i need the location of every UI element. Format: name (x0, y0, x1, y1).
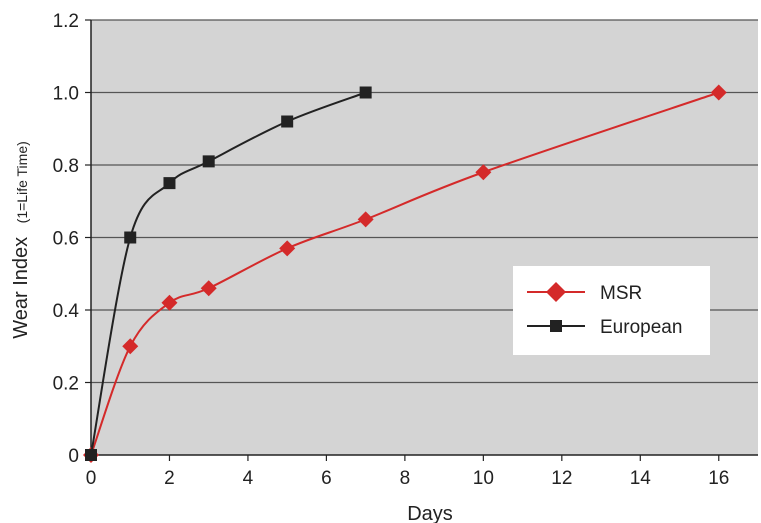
legend-label-european: European (600, 317, 682, 338)
data-point-msr-4 (279, 240, 296, 257)
legend-marker-msr (546, 282, 566, 302)
y-tick-label-0: 0 (68, 446, 79, 467)
data-point-european-1 (124, 231, 137, 244)
legend-label-msr: MSR (600, 283, 642, 304)
x-tick-label-2: 4 (243, 468, 254, 489)
legend-marker-european (550, 320, 562, 332)
y-tick-label-5: 1.0 (53, 84, 79, 105)
legend-box (513, 266, 710, 355)
data-point-msr-5 (357, 211, 374, 228)
y-tick-label-4: 0.8 (53, 156, 79, 177)
x-axis-label: Days (407, 503, 453, 523)
data-point-msr-7 (710, 84, 727, 101)
data-point-european-3 (202, 155, 215, 168)
data-point-msr-1 (122, 338, 139, 355)
data-point-european-4 (281, 115, 294, 128)
y-tick-label-1: 0.2 (53, 374, 79, 395)
x-tick-label-5: 10 (473, 468, 494, 489)
y-axis-label-sub: (1=Life Time) (14, 141, 30, 223)
data-point-msr-6 (475, 164, 492, 181)
x-tick-label-0: 0 (86, 468, 97, 489)
data-point-european-0 (85, 449, 97, 461)
y-axis-label: Wear Index (1=Life Time) (10, 141, 32, 339)
x-tick-label-1: 2 (164, 468, 175, 489)
legend: MSR European (513, 266, 710, 355)
data-point-european-2 (163, 177, 176, 190)
x-tick-label-6: 12 (551, 468, 572, 489)
data-point-european-5 (359, 86, 372, 99)
y-tick-label-3: 0.6 (53, 229, 79, 250)
series-layer (83, 84, 727, 463)
x-tick-label-3: 6 (321, 468, 332, 489)
data-point-msr-2 (161, 294, 178, 311)
x-tick-label-8: 16 (708, 468, 729, 489)
y-tick-label-2: 0.4 (53, 301, 80, 322)
y-axis-label-main: Wear Index (10, 237, 32, 339)
tick-labels: 0 0.2 0.4 0.6 0.8 1.0 1.2 0 2 4 6 8 10 12 14 16 (53, 11, 730, 489)
x-tick-label-7: 14 (630, 468, 652, 489)
x-tick-label-4: 8 (400, 468, 411, 489)
data-point-msr-3 (200, 280, 217, 297)
y-tick-label-6: 1.2 (53, 11, 79, 32)
